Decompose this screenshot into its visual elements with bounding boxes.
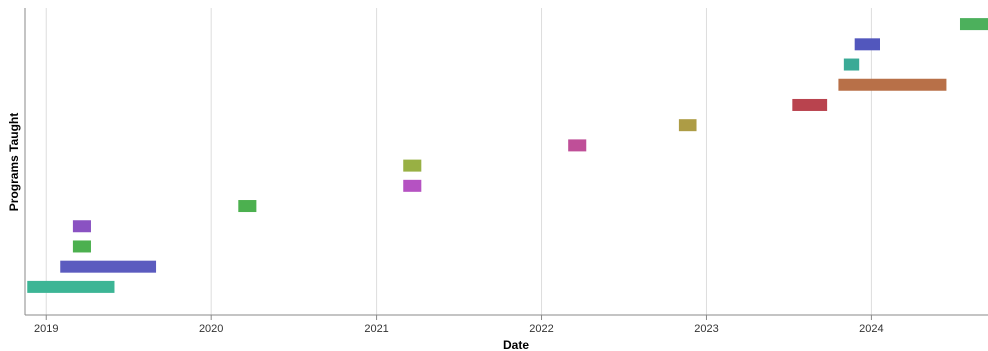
gantt-bar[interactable]: [27, 280, 115, 293]
x-tick-label: 2020: [199, 323, 223, 335]
x-tick-label: 2019: [34, 323, 58, 335]
gantt-bar[interactable]: [60, 260, 157, 273]
x-tick-labels: 2019 2020 2021 2022 2023 2024: [34, 315, 884, 335]
x-tick-label: 2023: [694, 323, 718, 335]
gantt-bar[interactable]: [403, 179, 422, 192]
bars: [27, 18, 988, 293]
gantt-bar[interactable]: [403, 159, 422, 172]
gantt-bar[interactable]: [843, 58, 860, 71]
gantt-bar[interactable]: [238, 200, 257, 213]
x-tick-label: 2021: [364, 323, 388, 335]
gantt-bar[interactable]: [959, 18, 988, 31]
x-axis-title: Date: [503, 338, 529, 351]
x-tick-label: 2024: [859, 323, 883, 335]
gantt-bar[interactable]: [678, 119, 697, 132]
x-tick-label: 2022: [529, 323, 553, 335]
gantt-bar[interactable]: [72, 240, 91, 253]
gantt-bar[interactable]: [792, 98, 828, 111]
y-axis-title: Programs Taught: [7, 113, 21, 211]
gantt-bar[interactable]: [854, 38, 880, 51]
gantt-bar[interactable]: [568, 139, 587, 152]
gridlines: [45, 8, 872, 315]
gantt-bar[interactable]: [72, 220, 91, 233]
gantt-bar[interactable]: [838, 78, 947, 91]
